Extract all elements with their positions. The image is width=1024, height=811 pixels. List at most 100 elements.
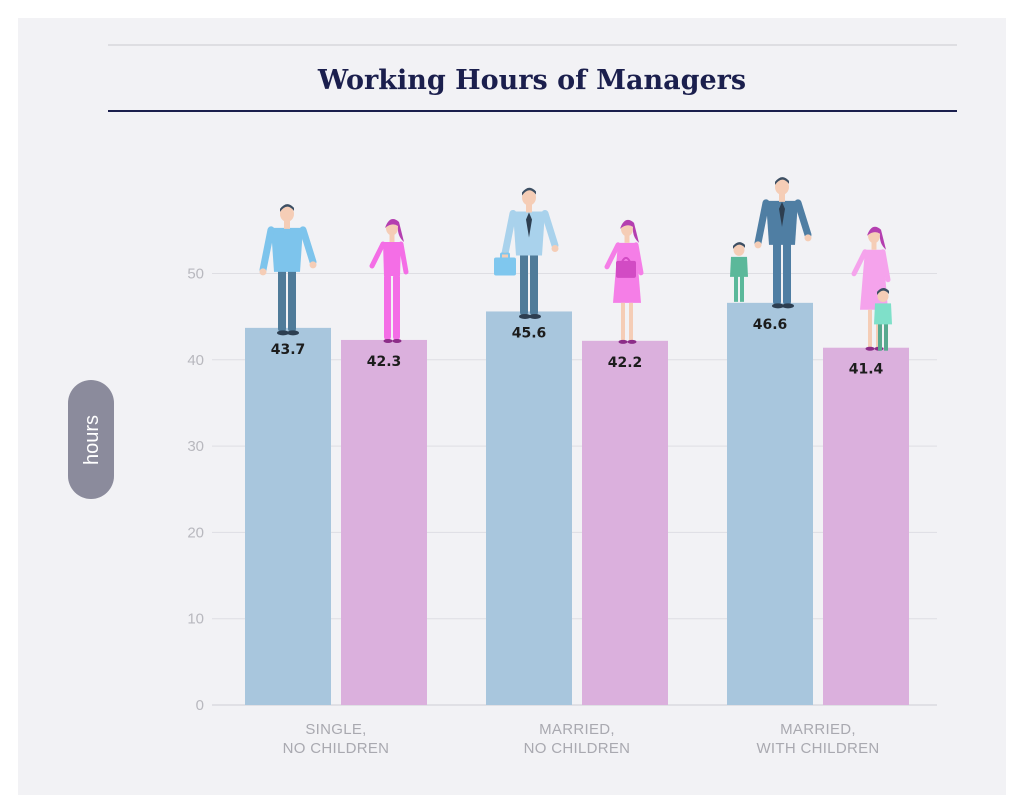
- y-tick-label: 40: [187, 352, 204, 369]
- y-axis-label-pill: [68, 380, 114, 499]
- woman-leg: [621, 302, 625, 341]
- woman-leg: [393, 273, 400, 340]
- woman-arm: [369, 241, 386, 269]
- child-figure: [730, 242, 748, 302]
- woman-arm: [633, 242, 644, 276]
- woman-arm: [604, 242, 621, 270]
- woman-neck: [624, 234, 630, 243]
- bar-value-label: 46.6: [753, 317, 788, 333]
- shoe-icon: [383, 338, 393, 343]
- man-leg: [773, 240, 781, 305]
- woman-figure: [369, 219, 409, 343]
- man-head: [280, 205, 294, 222]
- man-hand: [804, 234, 812, 242]
- tie-icon: [526, 212, 532, 238]
- y-axis-title: hours: [81, 415, 103, 465]
- man-hair: [522, 187, 536, 196]
- briefcase-handle-icon: [500, 252, 510, 260]
- man-arm: [541, 209, 559, 249]
- man-arm: [299, 226, 317, 266]
- child-leg: [878, 322, 882, 351]
- category-label: MARRIED,: [539, 721, 615, 738]
- man-hand: [754, 241, 762, 249]
- bar: [823, 347, 909, 705]
- man-hair: [775, 177, 789, 185]
- shoe-icon: [529, 313, 541, 319]
- child-head: [877, 290, 889, 303]
- man-leg: [288, 267, 296, 332]
- category-label: MARRIED,: [780, 721, 856, 738]
- shoe-icon: [519, 313, 531, 319]
- woman-leg: [384, 273, 391, 340]
- child-leg: [740, 274, 744, 302]
- child-hair: [877, 288, 889, 296]
- man-arm: [754, 199, 770, 247]
- woman-arm: [880, 249, 891, 283]
- woman-neck: [389, 233, 395, 242]
- shoe-icon: [782, 303, 794, 309]
- shoe-icon: [618, 339, 628, 344]
- bar: [727, 302, 813, 705]
- bar: [245, 327, 331, 705]
- woman-hair: [620, 219, 639, 243]
- bar-value-label: 41.4: [849, 362, 884, 378]
- value-labels: 43.7 42.3 45.6 42.2 46.6 41.4: [271, 317, 884, 378]
- shoe-icon: [627, 339, 637, 344]
- shoe-icon: [865, 346, 875, 351]
- man-arm: [501, 209, 517, 257]
- man-leg: [278, 267, 286, 332]
- woman-arm: [851, 249, 868, 277]
- man-leg: [520, 251, 528, 316]
- woman-arm: [398, 241, 409, 275]
- category-label: NO CHILDREN: [524, 740, 631, 757]
- man-neck: [779, 193, 785, 202]
- man-neck: [526, 204, 532, 213]
- woman-leg: [629, 302, 633, 341]
- woman-figure: [604, 219, 644, 344]
- child-head: [733, 243, 745, 256]
- category-label: NO CHILDREN: [283, 740, 390, 757]
- man-arm: [794, 199, 812, 239]
- child-hair: [733, 242, 745, 249]
- man-hand: [551, 244, 559, 252]
- man-hand: [309, 261, 317, 269]
- y-axis-label: hours: [68, 380, 114, 499]
- bar-value-label: 43.7: [271, 342, 306, 358]
- man-head: [522, 189, 536, 206]
- child-leg: [734, 274, 738, 302]
- woman-torso: [383, 241, 401, 276]
- people-illustrations: [259, 177, 892, 351]
- chart-title: Working Hours of Managers: [317, 65, 746, 96]
- y-tick-label: 0: [196, 697, 204, 714]
- shoe-icon: [277, 330, 289, 336]
- shoe-icon: [772, 303, 784, 309]
- child-torso: [874, 303, 892, 325]
- handbag-handle-icon: [621, 256, 631, 263]
- y-tick-label: 50: [187, 266, 204, 283]
- child-leg: [884, 322, 888, 351]
- woman-hair: [867, 226, 886, 250]
- handbag-icon: [616, 260, 636, 278]
- category-label: WITH CHILDREN: [756, 740, 879, 757]
- grid-layer: [212, 273, 937, 706]
- child-figure: [874, 288, 892, 351]
- man-leg: [530, 251, 538, 316]
- tie-icon: [779, 201, 785, 227]
- man-hand: [259, 268, 267, 276]
- shoe-icon: [392, 338, 402, 343]
- woman-neck: [871, 241, 877, 250]
- man-head: [775, 178, 789, 195]
- shoe-icon: [287, 330, 299, 336]
- man-figure: [259, 204, 317, 336]
- man-neck: [284, 220, 290, 229]
- bar-value-label: 42.3: [367, 354, 402, 370]
- briefcase-icon: [494, 257, 516, 276]
- bar: [486, 311, 572, 705]
- bar: [341, 339, 427, 705]
- y-tick-label: 20: [187, 524, 204, 541]
- bars: [245, 302, 909, 705]
- man-arm: [259, 226, 275, 274]
- bar-value-label: 42.2: [608, 355, 643, 371]
- man-hair: [280, 204, 294, 212]
